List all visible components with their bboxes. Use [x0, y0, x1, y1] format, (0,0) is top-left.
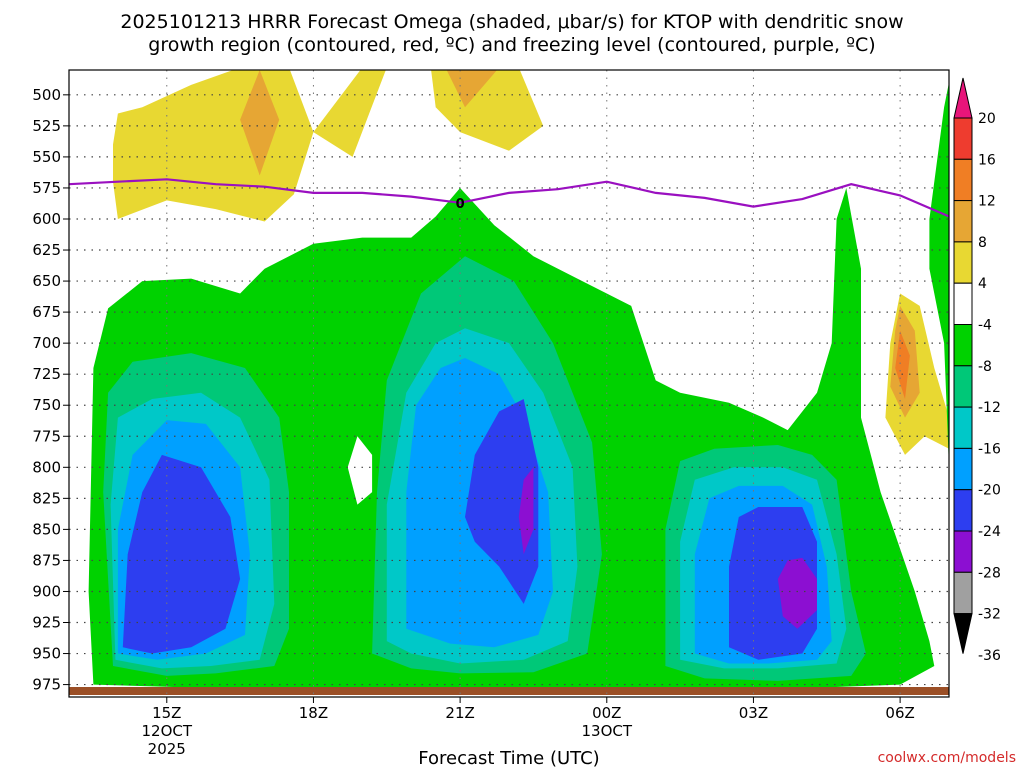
- chart-title-line-1: 2025101213 HRRR Forecast Omega (shaded, …: [120, 11, 903, 33]
- x-tick-label-21Z: 21Z: [445, 704, 474, 722]
- colorbar-band-c_m32_m28: [953, 571, 973, 615]
- plot-area: 0: [69, 70, 949, 697]
- colorbar-label-16: 16: [978, 152, 996, 168]
- colorbar-label--20: -20: [978, 483, 1001, 499]
- colorbar-bottom-arrow: [953, 613, 973, 654]
- colorbar-band-c_m8_m4: [953, 324, 973, 367]
- colorbar-band-c_m20_m16: [953, 447, 973, 491]
- colorbar-label-12: 12: [978, 194, 996, 210]
- ground-surface: [69, 687, 949, 695]
- x-tick-label-18Z: 18Z: [299, 704, 328, 722]
- y-tick-label-600: 600: [32, 210, 61, 228]
- omega-region-white-hole-mid: [347, 436, 373, 505]
- y-tick-label-875: 875: [32, 551, 61, 569]
- omega-region-right-darkorange: [895, 330, 910, 399]
- y-tick-label-825: 825: [32, 489, 61, 507]
- y-tick-label-500: 500: [32, 86, 61, 104]
- y-tick-label-975: 975: [32, 676, 61, 694]
- colorbar-label--4: -4: [978, 318, 992, 334]
- y-tick-label-925: 925: [32, 614, 61, 632]
- omega-region-upper-right-remnant: [313, 70, 386, 157]
- y-tick-label-800: 800: [32, 458, 61, 476]
- colorbar-band-c_12_16: [953, 158, 973, 202]
- omega-region-green-right-sliver: [929, 82, 949, 468]
- x-tick-label-06Z: 06Z: [885, 704, 914, 722]
- colorbar-label--36: -36: [978, 648, 1001, 664]
- plot-frame: [68, 69, 950, 698]
- colorbar-band-c_4_8: [953, 241, 973, 284]
- chart-title-line-2: growth region (contoured, red, ºC) and f…: [148, 34, 875, 56]
- colorbar-band-c_m12_m8: [953, 365, 973, 408]
- colorbar-label--32: -32: [978, 607, 1001, 623]
- y-axis: 500 525 550 575 600 625 650 675 700 725 750 775 800 8…: [32, 86, 69, 694]
- y-tick-label-575: 575: [32, 179, 61, 197]
- colorbar-top-arrow: [953, 77, 973, 119]
- colorbar-band-c_16_20: [953, 117, 973, 160]
- y-tick-label-550: 550: [32, 148, 61, 166]
- colorbar-label--12: -12: [978, 400, 1001, 416]
- colorbar-band-c_m4_4: [953, 282, 973, 326]
- y-tick-label-725: 725: [32, 365, 61, 383]
- colorbar: 20 16 12 8 4 -4 -8 -12 -16 -20 -24 -28 -32 -36: [953, 77, 1001, 664]
- colorbar-band-c_m28_m24: [953, 530, 973, 573]
- colorbar-label-4: 4: [978, 276, 987, 292]
- x-tick-year-15Z: 2025: [148, 740, 186, 758]
- x-tick-date-15Z: 12OCT: [142, 722, 193, 740]
- colorbar-label-20: 20: [978, 111, 996, 127]
- colorbar-label--28: -28: [978, 565, 1001, 581]
- colorbar-label--8: -8: [978, 359, 992, 375]
- x-tick-label-00Z: 00Z: [592, 704, 621, 722]
- colorbar-label-8: 8: [978, 235, 987, 251]
- colorbar-band-c_m16_m12: [953, 406, 973, 449]
- omega-region-darkblue-left: [122, 454, 241, 654]
- credit-text: coolwx.com/models: [878, 750, 1016, 766]
- freezing-level-line: [69, 178, 949, 218]
- colorbar-band-c_8_12: [953, 200, 973, 243]
- x-tick-label-03Z: 03Z: [739, 704, 768, 722]
- x-tick-label-15Z: 15Z: [152, 704, 181, 722]
- omega-region-upper-yellow-left: [113, 70, 314, 222]
- omega-shading: [88, 70, 949, 689]
- x-axis-label: Forecast Time (UTC): [418, 748, 599, 768]
- omega-region-upper-orange-left: [240, 70, 280, 176]
- y-tick-label-700: 700: [32, 334, 61, 352]
- y-tick-label-850: 850: [32, 520, 61, 538]
- freezing-level-label: 0: [456, 197, 465, 212]
- omega-region-purple-right: [777, 557, 817, 629]
- x-tick-date-00Z: 13OCT: [582, 722, 633, 740]
- y-tick-label-775: 775: [32, 427, 61, 445]
- omega-region-upper-orange-mid: [446, 70, 498, 108]
- y-tick-label-625: 625: [32, 241, 61, 259]
- y-tick-label-650: 650: [32, 272, 61, 290]
- y-tick-label-750: 750: [32, 396, 61, 414]
- omega-region-purple-mid: [518, 467, 534, 555]
- y-tick-label-675: 675: [32, 303, 61, 321]
- colorbar-band-c_m24_m20: [953, 489, 973, 532]
- colorbar-label--16: -16: [978, 441, 1001, 457]
- omega-region-darkblue-mid: [465, 399, 539, 604]
- y-tick-label-950: 950: [32, 645, 61, 663]
- y-tick-label-900: 900: [32, 582, 61, 600]
- colorbar-label--24: -24: [978, 524, 1001, 540]
- y-tick-label-525: 525: [32, 117, 61, 135]
